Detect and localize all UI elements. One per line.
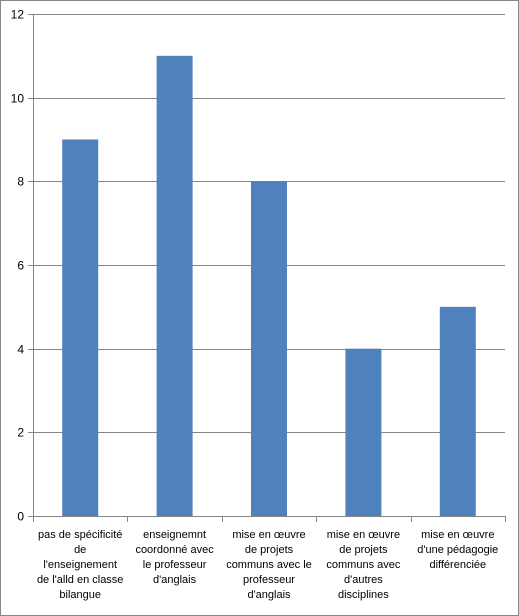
y-tick-label: 2 — [17, 426, 24, 440]
bar — [62, 139, 99, 516]
y-tick-labels: 0 2 4 6 8 10 12 — [11, 8, 25, 524]
x-category-label: mise en œuvre d'une pédagogie différenci… — [417, 529, 499, 571]
y-tick-label: 6 — [17, 259, 24, 273]
y-tick-label: 0 — [17, 510, 24, 524]
x-category-label: mise en œuvre de projets communs avec le… — [226, 529, 312, 601]
axes — [28, 14, 506, 522]
bar — [156, 55, 193, 516]
bar — [345, 348, 382, 516]
bars — [62, 55, 476, 517]
y-tick-label: 4 — [17, 343, 24, 357]
y-tick-label: 10 — [11, 92, 25, 106]
x-category-label: pas de spécificité de l'enseignement de … — [36, 529, 124, 601]
y-tick-label: 12 — [11, 8, 25, 22]
bar — [439, 306, 476, 516]
gridlines — [33, 14, 505, 433]
bar — [251, 181, 287, 517]
y-tick-label: 8 — [17, 175, 24, 189]
x-category-label: mise en œuvre de projets communs avec d'… — [326, 529, 401, 601]
x-category-label: enseignemnt coordonné avec le professeur… — [135, 529, 214, 586]
